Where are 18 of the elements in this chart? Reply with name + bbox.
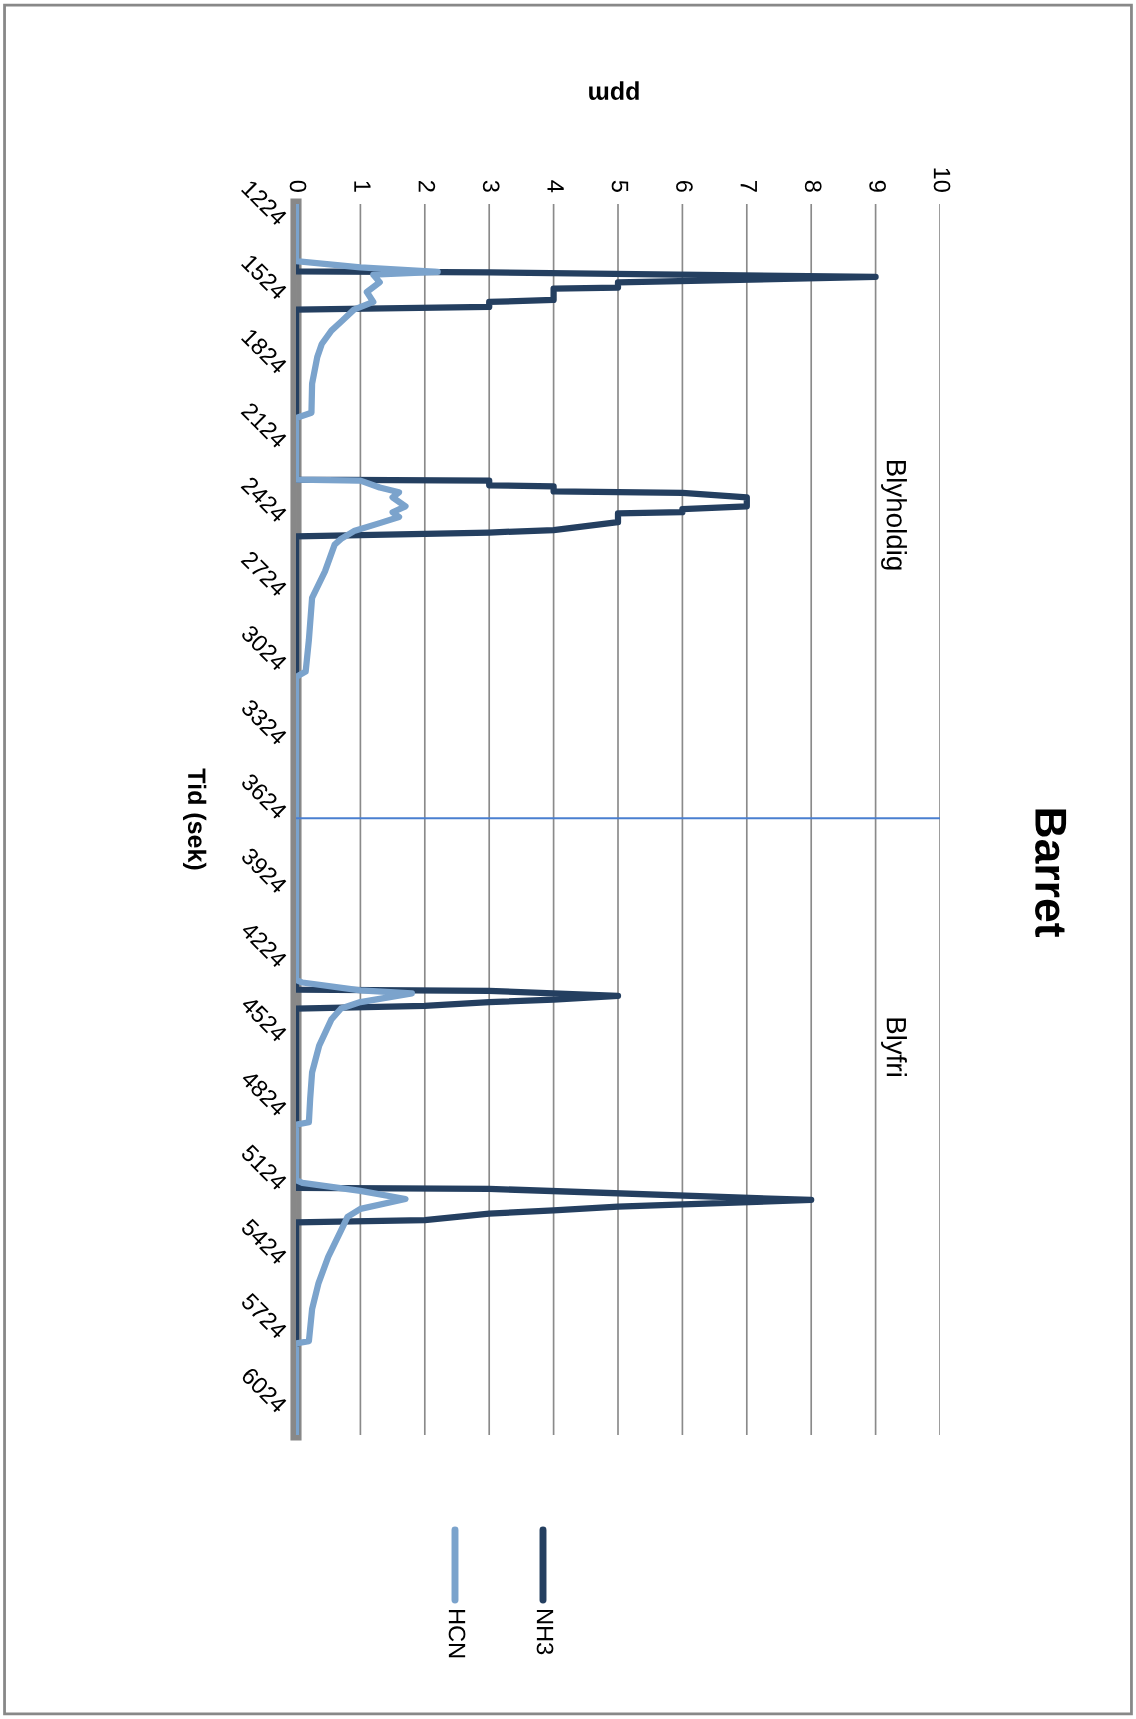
x-tick-label: 1 — [354, 181, 371, 192]
x-tick-label: 7 — [740, 180, 757, 192]
x-tick-label: 5 — [611, 180, 629, 192]
annotation: Blyfri — [881, 1018, 907, 1076]
annotation: Blyholdig — [881, 460, 907, 570]
text: Barret — [1035, 809, 1067, 937]
x-tick-label: 3 — [482, 180, 500, 192]
x-tick-label: 10 — [933, 168, 951, 192]
x-tick-label: 4 — [547, 180, 564, 193]
x-axis-title: ppm — [589, 81, 639, 101]
x-tick-label: 6 — [676, 180, 693, 192]
x-tick-label: 8 — [804, 180, 822, 192]
text: NH3 — [536, 1609, 554, 1655]
text: HCN — [448, 1609, 466, 1658]
x-tick-label: 2 — [418, 180, 436, 192]
x-tick-label: 9 — [869, 180, 886, 192]
y-axis-title: Tid (sek) — [183, 768, 207, 870]
x-tick-label: 0 — [289, 180, 307, 192]
